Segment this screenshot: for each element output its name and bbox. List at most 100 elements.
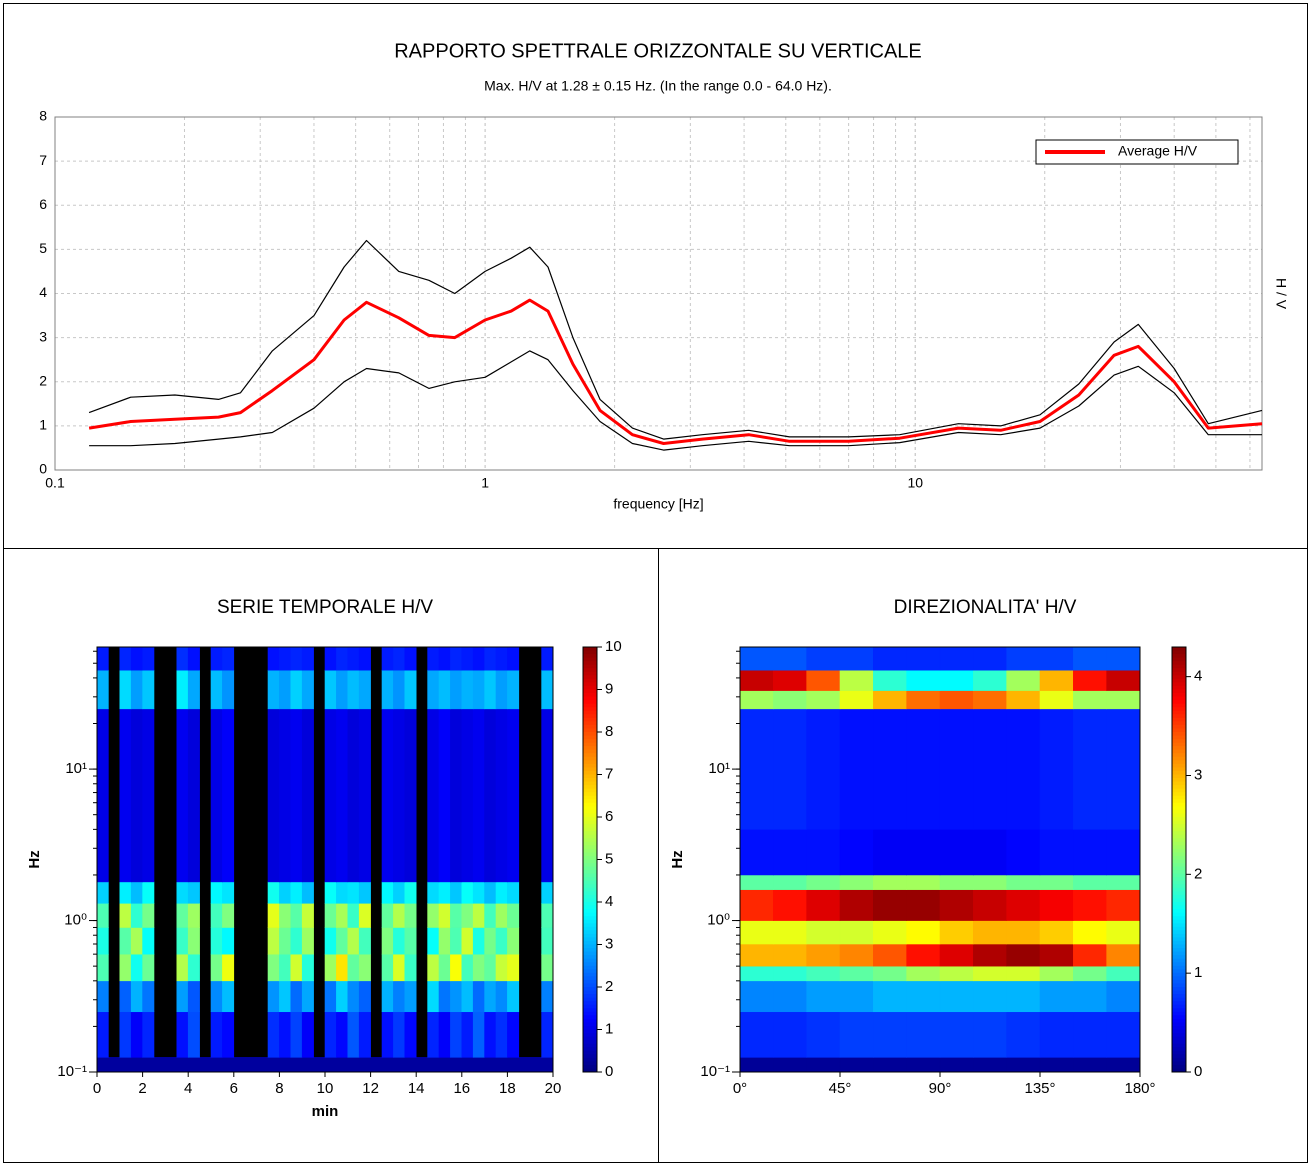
- colorbar-slice: [1172, 962, 1186, 967]
- heatmap-cell: [187, 669, 200, 710]
- heatmap-cell: [393, 953, 406, 982]
- colorbar-slice: [583, 898, 597, 903]
- heatmap-cell: [324, 1057, 337, 1073]
- x-tick-label: 12: [362, 1080, 379, 1097]
- heatmap-cell: [119, 646, 132, 671]
- colorbar-slice: [583, 703, 597, 708]
- x-tick-label: 0.1: [45, 475, 65, 491]
- colorbar-tick-label: 7: [605, 765, 613, 782]
- heatmap-cell: [142, 927, 155, 955]
- colorbar-slice: [583, 948, 597, 953]
- heatmap-cell: [358, 881, 371, 904]
- heatmap-cell: [773, 690, 807, 710]
- colorbar-slice: [583, 739, 597, 744]
- heatmap-cell: [210, 708, 223, 883]
- heatmap-cell: [1073, 690, 1107, 710]
- colorbar-slice: [1172, 866, 1186, 871]
- y-axis-label: Hz: [26, 850, 43, 868]
- colorbar-slice: [1172, 707, 1186, 712]
- heatmap-cell: [495, 927, 508, 955]
- colorbar-slice: [1172, 933, 1186, 938]
- heatmap-cell: [873, 708, 907, 830]
- colorbar-slice: [1172, 671, 1186, 676]
- colorbar-slice: [583, 802, 597, 807]
- heatmap-cell: [210, 980, 223, 1013]
- heatmap-cell: [773, 1011, 807, 1058]
- heatmap-cell: [438, 708, 451, 883]
- x-tick-label: 90°: [929, 1080, 952, 1097]
- heatmap-cell: [153, 1057, 166, 1073]
- heatmap-cell: [324, 902, 337, 928]
- colorbar-slice: [1172, 700, 1186, 705]
- y-tick-label: 2: [39, 372, 47, 388]
- colorbar-slice: [1172, 696, 1186, 701]
- heatmap-cell: [267, 708, 280, 883]
- heatmap-cell: [222, 927, 235, 955]
- heatmap-cell: [393, 669, 406, 710]
- colorbar-slice: [583, 767, 597, 772]
- colorbar-slice: [583, 912, 597, 917]
- y-tick-label: 10¹: [65, 760, 87, 777]
- heatmap-cell: [301, 927, 314, 955]
- y-axis-label: H / V: [1273, 278, 1289, 310]
- heatmap-cell: [1073, 889, 1107, 921]
- heatmap-cell: [176, 1011, 189, 1058]
- colorbar-slice: [1172, 763, 1186, 768]
- heatmap-cell: [130, 980, 143, 1013]
- heatmap-cell: [450, 646, 463, 671]
- heatmap-cell: [404, 980, 417, 1013]
- colorbar-tick-label: 4: [605, 893, 613, 910]
- colorbar-slice: [1172, 753, 1186, 758]
- heatmap-cell: [773, 920, 807, 945]
- colorbar-slice: [583, 852, 597, 857]
- colorbar-slice: [1172, 1068, 1186, 1073]
- colorbar-slice: [1172, 841, 1186, 846]
- colorbar-slice: [1172, 735, 1186, 740]
- heatmap-cell: [427, 1057, 440, 1073]
- colorbar-slice: [1172, 1057, 1186, 1062]
- heatmap-cell: [142, 646, 155, 671]
- heatmap-cell: [279, 708, 292, 883]
- colorbar-slice: [583, 1068, 597, 1073]
- colorbar-slice: [583, 668, 597, 673]
- colorbar-slice: [1172, 661, 1186, 666]
- heatmap-cell: [507, 669, 520, 710]
- colorbar-tick-label: 1: [605, 1020, 613, 1037]
- heatmap-cell: [939, 1057, 974, 1073]
- heatmap-cell: [267, 980, 280, 1013]
- colorbar-slice: [1172, 1004, 1186, 1009]
- heatmap-cell: [472, 902, 485, 928]
- series-line: [88, 239, 1263, 440]
- colorbar-slice: [1172, 1029, 1186, 1034]
- heatmap-cell: [906, 646, 941, 671]
- heatmap-cell: [301, 1057, 314, 1073]
- colorbar-slice: [583, 654, 597, 659]
- heatmap-cell: [806, 965, 841, 982]
- x-tick-label: 14: [408, 1080, 425, 1097]
- heatmap-cell: [1006, 690, 1041, 710]
- heatmap-cell: [839, 980, 874, 1013]
- heatmap-cell: [541, 980, 554, 1013]
- colorbar-slice: [1172, 873, 1186, 878]
- y-tick-label: 10⁻¹: [700, 1063, 730, 1080]
- colorbar-tick-label: 10: [605, 638, 622, 655]
- heatmap-cell: [210, 953, 223, 982]
- heatmap-cell: [839, 874, 874, 890]
- heatmap-cell: [301, 708, 314, 883]
- x-tick-label: 135°: [1024, 1080, 1055, 1097]
- heatmap-cell: [472, 953, 485, 982]
- heatmap-cell: [873, 889, 907, 921]
- x-tick-label: 10: [317, 1080, 334, 1097]
- heatmap-cell: [119, 1057, 132, 1073]
- colorbar-slice: [1172, 870, 1186, 875]
- heatmap-cell: [393, 927, 406, 955]
- colorbar-slice: [583, 693, 597, 698]
- heatmap-cell: [290, 927, 303, 955]
- heatmap-cell: [96, 980, 109, 1013]
- colorbar-slice: [583, 976, 597, 981]
- heatmap-cell: [381, 881, 394, 904]
- colorbar-slice: [583, 940, 597, 945]
- heatmap-cell: [1106, 943, 1141, 967]
- heatmap-cell: [739, 690, 774, 710]
- heatmap-cell: [210, 927, 223, 955]
